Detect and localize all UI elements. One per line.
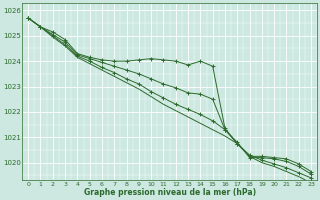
X-axis label: Graphe pression niveau de la mer (hPa): Graphe pression niveau de la mer (hPa)	[84, 188, 256, 197]
